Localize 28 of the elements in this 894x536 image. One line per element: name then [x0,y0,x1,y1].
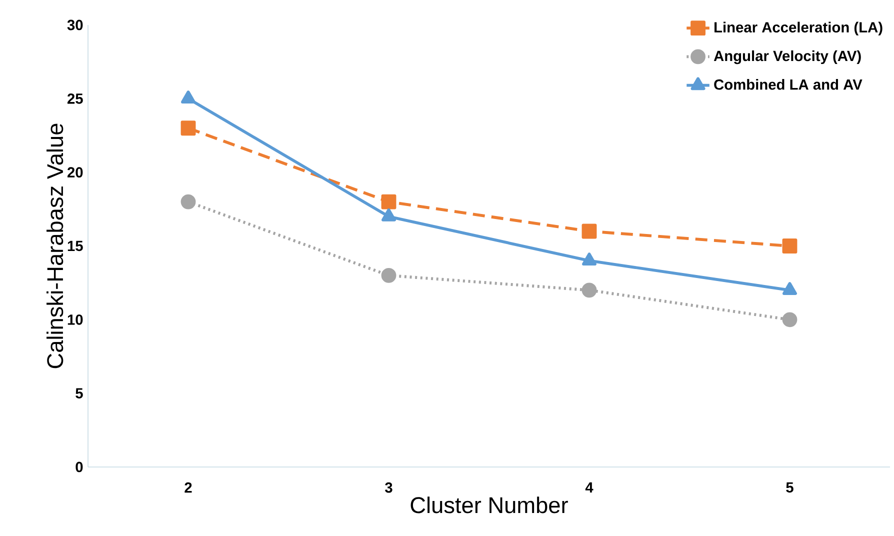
x-tick-label: 2 [184,482,192,493]
point [782,312,798,328]
y-tick-label: 30 [67,20,83,30]
y-tick-label: 0 [76,462,83,472]
point [782,238,798,254]
y-axis-title: Calinski-Harabasz Value [46,124,64,368]
point [582,252,596,266]
point [180,194,196,210]
point [782,282,797,295]
point [382,208,396,222]
point [181,90,196,104]
x-axis-title: Cluster Number [410,496,568,514]
point [381,194,396,210]
x-tick-label: 4 [585,482,594,492]
point [582,282,597,298]
x-tick-label: 5 [786,482,794,493]
point [381,268,396,283]
y-tick-label: 20 [67,167,83,178]
legend-label: Angular Velocity (AV) [714,50,861,64]
y-tick-label: 25 [67,93,83,104]
x-tick-label: 3 [385,482,392,493]
point [180,120,196,136]
legend-label: Combined LA and AV [714,79,862,90]
y-tick-label: 10 [68,314,83,325]
y-tick-label: 15 [68,240,83,252]
y-tick-label: 5 [76,388,83,398]
point [582,224,597,239]
legend-label: Linear Acceleration (LA) [714,22,882,36]
